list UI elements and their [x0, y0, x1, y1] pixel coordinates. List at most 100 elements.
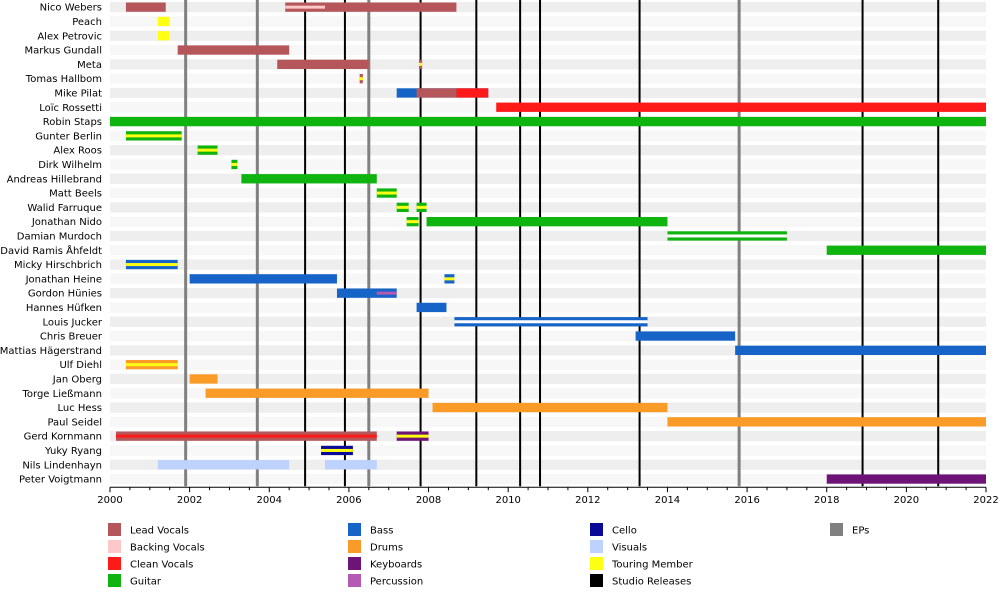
member-role-stripe: [376, 291, 397, 295]
touring-stripe: [444, 277, 455, 281]
member-name-label: Yuky Ryang: [44, 446, 102, 457]
x-tick-label: 2022: [973, 495, 998, 506]
legend-label: Clean Vocals: [130, 560, 193, 571]
member-name-label: Alex Petrovic: [37, 31, 102, 42]
member-bar: [336, 288, 397, 298]
member-name-label: Jonathan Nido: [31, 217, 102, 228]
legend-swatch: [348, 557, 361, 570]
touring-stripe: [396, 434, 429, 438]
row-stripe: [110, 288, 986, 299]
member-name-label: Luc Hess: [57, 403, 102, 414]
legend-label: Touring Member: [611, 560, 694, 571]
member-name-label: Peach: [72, 17, 102, 28]
legend-swatch: [830, 523, 843, 536]
member-name-label: Nico Webers: [40, 3, 102, 14]
release-lines: [184, 0, 940, 487]
legend-swatch: [108, 523, 121, 536]
member-bar: [426, 217, 668, 227]
member-bar: [635, 331, 736, 341]
member-name-label: Gerd Kornmann: [24, 432, 102, 443]
row-stripe: [110, 473, 986, 485]
row-stripe: [110, 330, 986, 342]
touring-stripe: [667, 234, 787, 238]
member-name-label: Alex Roos: [53, 146, 102, 157]
legend-swatch: [590, 557, 603, 570]
member-name-label: Walid Farruque: [27, 203, 102, 214]
member-name-label: Robin Staps: [43, 117, 102, 128]
x-tick-label: 2018: [814, 495, 839, 506]
row-stripe: [110, 187, 986, 199]
member-name-label: Meta: [77, 60, 102, 71]
row-stripe: [110, 202, 986, 213]
legend-swatch: [108, 540, 121, 553]
row-stripe: [110, 373, 986, 385]
member-bar: [205, 388, 429, 398]
member-name-label: Gunter Berlin: [35, 131, 102, 142]
legend-label: Bass: [370, 526, 393, 537]
touring-stripe: [125, 363, 178, 367]
row-stripe: [110, 416, 986, 427]
member-bar: [416, 302, 447, 313]
member-name-label: Jan Oberg: [52, 374, 102, 385]
legend-label: Drums: [370, 543, 403, 554]
x-tick-label: 2014: [655, 495, 680, 506]
x-axis: 2000 2002 2004 2006 2008 2010 2012 2014 2016 2018…: [97, 486, 999, 506]
member-name-label: Torge Ließmann: [22, 389, 103, 400]
member-bar: [157, 16, 170, 27]
touring-stripe: [125, 134, 182, 138]
x-tick-label: 2006: [336, 495, 361, 506]
touring-stripe: [406, 220, 419, 224]
row-stripe: [110, 459, 986, 470]
legend-label: Cello: [612, 526, 637, 537]
row-stripe: [110, 273, 986, 284]
member-name-label: Mattias Hägerstrand: [0, 346, 102, 357]
touring-stripe: [197, 148, 218, 152]
member-name-label: Peter Voigtmann: [19, 475, 102, 486]
legend-swatch: [590, 540, 603, 553]
member-name-label: Jonathan Heine: [25, 274, 102, 285]
row-stripe: [110, 431, 986, 442]
member-name-label: Chris Breuer: [40, 332, 103, 343]
member-name-label: Louis Jucker: [42, 317, 102, 328]
row-stripe: [110, 159, 986, 170]
member-bar: [496, 102, 986, 112]
row-stripe: [110, 302, 986, 313]
member-name-label: Damian Murdoch: [17, 231, 102, 242]
row-stripe: [110, 130, 986, 141]
legend-swatch: [348, 540, 361, 553]
x-tick-label: 2012: [575, 495, 600, 506]
member-name-label: Paul Seidel: [47, 417, 102, 428]
legend-label: Backing Vocals: [130, 543, 205, 554]
touring-stripe: [418, 62, 423, 66]
row-stripe: [110, 44, 986, 56]
member-bar: [826, 245, 986, 255]
row-stripe: [110, 388, 986, 399]
legend-label: Keyboards: [370, 560, 422, 571]
legend-label: Visuals: [612, 543, 647, 554]
row-stripe: [110, 445, 986, 456]
touring-stripe: [376, 191, 397, 195]
member-bar: [157, 460, 290, 470]
member-bar: [432, 402, 668, 413]
member-name-label: Micky Hirschbrich: [14, 260, 102, 271]
x-tick-label: 2010: [495, 495, 520, 506]
member-name-label: Markus Gundall: [24, 46, 102, 57]
member-bar: [189, 274, 337, 284]
legend-label: Studio Releases: [612, 577, 691, 588]
touring-stripe: [416, 205, 427, 209]
row-stripe: [110, 345, 986, 356]
member-bar: [456, 88, 489, 98]
member-name-label: David Ramis Åhfeldt: [0, 244, 102, 257]
legend: Lead Vocals Backing Vocals Clean Vocals Gui…: [108, 523, 869, 588]
row-stripe: [110, 87, 986, 99]
member-bar: [325, 460, 377, 470]
member-bar: [177, 45, 290, 55]
legend-swatch: [590, 523, 603, 536]
row-stripe: [110, 359, 986, 370]
x-tick-label: 2002: [177, 495, 202, 506]
member-bar: [189, 374, 218, 384]
x-tick-label: 2000: [97, 495, 122, 506]
member-name-label: Ulf Diehl: [59, 360, 102, 371]
row-stripe: [110, 73, 986, 84]
